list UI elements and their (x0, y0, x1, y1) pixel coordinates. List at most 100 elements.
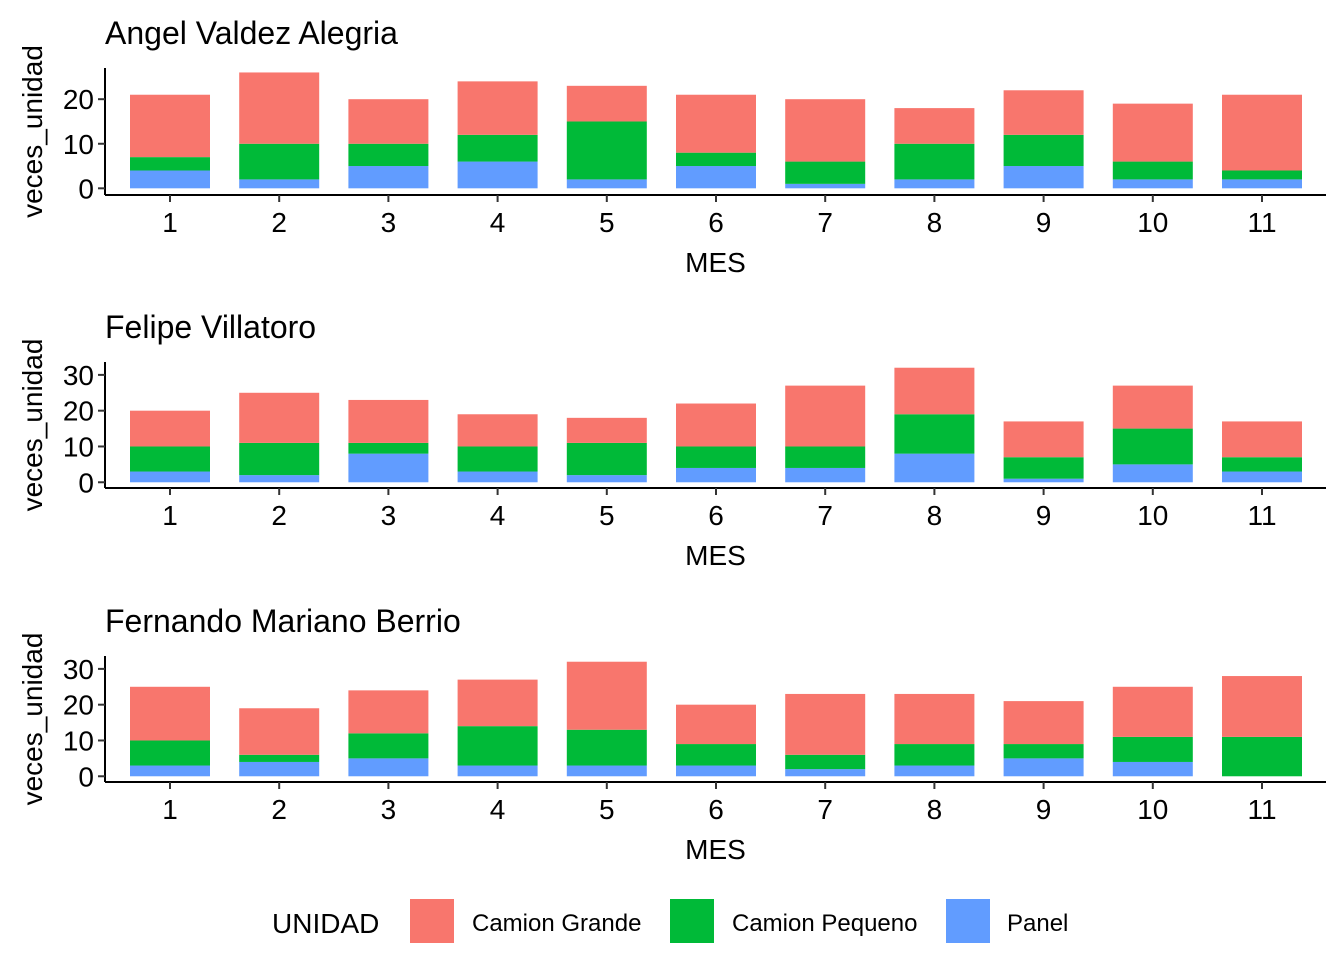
y-tick-label: 10 (63, 129, 94, 160)
bar-camion-grande-mes-5 (566, 661, 647, 730)
bar-camion-pequeno-mes-10 (1112, 736, 1193, 762)
legend-swatch-camion-pequeno (670, 899, 714, 943)
bar-camion-grande-mes-2 (239, 708, 320, 755)
bar-panel-mes-5 (566, 179, 647, 189)
bar-camion-grande-mes-5 (566, 85, 647, 122)
bar-camion-grande-mes-1 (130, 410, 210, 447)
x-tick-label: 9 (1036, 207, 1052, 238)
bar-panel-mes-6 (676, 467, 756, 483)
bar-camion-grande-mes-9 (1003, 421, 1084, 458)
bar-panel-mes-11 (1222, 471, 1302, 483)
x-tick-label: 5 (599, 207, 615, 238)
y-axis-title: veces_unidad (17, 339, 48, 512)
x-tick-label: 2 (271, 794, 287, 825)
bar-camion-grande-mes-10 (1112, 103, 1193, 162)
x-tick-label: 10 (1137, 207, 1168, 238)
legend-swatch-camion-grande (410, 899, 454, 943)
bar-panel-mes-2 (239, 761, 320, 777)
bar-camion-pequeno-mes-10 (1112, 428, 1193, 465)
bar-camion-grande-mes-11 (1222, 94, 1302, 171)
bar-camion-pequeno-mes-7 (785, 161, 866, 184)
bar-camion-grande-mes-11 (1222, 421, 1302, 458)
bar-panel-mes-10 (1112, 179, 1193, 189)
bar-camion-pequeno-mes-6 (676, 744, 756, 766)
bar-camion-pequeno-mes-2 (239, 754, 320, 762)
bar-camion-grande-mes-6 (676, 403, 756, 447)
panel-title: Fernando Mariano Berrio (105, 603, 461, 639)
bar-panel-mes-1 (130, 471, 210, 483)
bar-camion-grande-mes-4 (457, 81, 538, 135)
bar-camion-grande-mes-4 (457, 679, 538, 727)
legend-swatch-panel (946, 899, 990, 943)
legend-label-camion-pequeno: Camion Pequeno (732, 910, 917, 937)
bar-camion-pequeno-mes-9 (1003, 744, 1084, 759)
bar-camion-pequeno-mes-8 (894, 744, 975, 766)
bar-camion-pequeno-mes-11 (1222, 170, 1302, 180)
y-tick-label: 10 (63, 725, 94, 756)
bar-camion-grande-mes-7 (785, 99, 866, 162)
bar-camion-pequeno-mes-11 (1222, 736, 1302, 777)
x-tick-label: 4 (490, 794, 506, 825)
legend: UNIDAD Camion Grande Camion Pequeno Pane… (272, 899, 1068, 943)
bar-camion-grande-mes-3 (348, 99, 429, 144)
bar-camion-pequeno-mes-6 (676, 446, 756, 468)
y-tick-label: 10 (63, 431, 94, 462)
bar-panel-mes-4 (457, 161, 538, 189)
x-tick-label: 8 (927, 794, 943, 825)
panel-1: Angel Valdez Alegria veces_unidad 0 10 20 1 2 3… (17, 15, 1326, 278)
y-axis-title: veces_unidad (17, 633, 48, 806)
bar-camion-pequeno-mes-5 (566, 729, 647, 766)
x-tick-label: 11 (1247, 794, 1276, 825)
bar-camion-pequeno-mes-11 (1222, 457, 1302, 472)
bar-panel-mes-9 (1003, 478, 1084, 483)
x-tick-label: 6 (708, 794, 724, 825)
bar-camion-pequeno-mes-7 (785, 446, 866, 468)
y-tick-label: 20 (63, 396, 94, 427)
legend-label-panel: Panel (1007, 910, 1068, 937)
bar-panel-mes-5 (566, 765, 647, 777)
bar-panel-mes-1 (130, 170, 210, 189)
bar-camion-pequeno-mes-5 (566, 442, 647, 476)
x-tick-label: 7 (817, 500, 833, 531)
x-tick-label: 6 (708, 207, 724, 238)
legend-title: UNIDAD (272, 908, 379, 939)
bar-camion-grande-mes-11 (1222, 676, 1302, 737)
panel-title: Angel Valdez Alegria (105, 15, 398, 51)
bar-panel-mes-6 (676, 765, 756, 777)
x-tick-label: 1 (162, 500, 178, 531)
x-tick-label: 6 (708, 500, 724, 531)
bar-camion-grande-mes-6 (676, 94, 756, 153)
bar-camion-pequeno-mes-3 (348, 442, 429, 454)
bar-panel-mes-3 (348, 166, 429, 189)
x-axis-title: MES (685, 540, 746, 571)
bar-camion-grande-mes-7 (785, 385, 866, 447)
bar-camion-grande-mes-10 (1112, 385, 1193, 429)
bar-camion-pequeno-mes-5 (566, 121, 647, 180)
bar-panel-mes-10 (1112, 761, 1193, 777)
bar-panel-mes-9 (1003, 758, 1084, 777)
bar-panel-mes-7 (785, 769, 866, 777)
x-tick-label: 5 (599, 500, 615, 531)
bar-panel-mes-7 (785, 183, 866, 189)
legend-label-camion-grande: Camion Grande (472, 910, 641, 937)
panel-3: Fernando Mariano Berrio veces_unidad 0 10 20… (17, 603, 1326, 865)
bar-panel-mes-4 (457, 765, 538, 777)
x-tick-label: 9 (1036, 500, 1052, 531)
x-tick-label: 11 (1247, 207, 1276, 238)
x-tick-label: 9 (1036, 794, 1052, 825)
x-tick-label: 10 (1137, 794, 1168, 825)
bar-camion-pequeno-mes-1 (130, 446, 210, 472)
y-tick-label: 0 (78, 467, 94, 498)
bar-camion-pequeno-mes-3 (348, 143, 429, 167)
bar-camion-grande-mes-9 (1003, 90, 1084, 135)
bar-panel-mes-3 (348, 758, 429, 777)
bar-panel-mes-8 (894, 179, 975, 189)
bar-camion-pequeno-mes-10 (1112, 161, 1193, 180)
bar-panel-mes-7 (785, 467, 866, 483)
y-tick-label: 30 (63, 360, 94, 391)
bar-camion-grande-mes-4 (457, 414, 538, 447)
y-tick-label: 20 (63, 690, 94, 721)
bar-panel-mes-9 (1003, 166, 1084, 189)
bar-camion-grande-mes-9 (1003, 701, 1084, 745)
